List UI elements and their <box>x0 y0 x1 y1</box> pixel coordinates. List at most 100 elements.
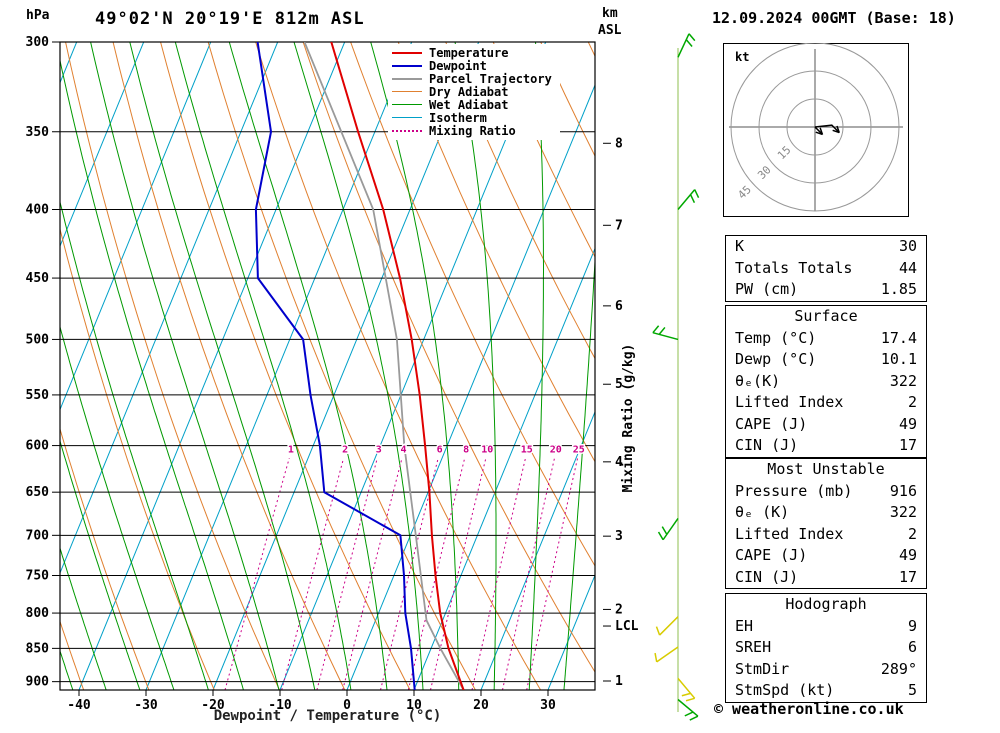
wet-adiabat-lines <box>60 42 595 690</box>
legend-item-label: Wet Adiabat <box>429 97 509 112</box>
wind-barb <box>677 698 699 721</box>
legend-item: Wet Adiabat <box>392 97 552 112</box>
table-row-value: 17 <box>898 436 917 454</box>
svg-text:25: 25 <box>573 444 585 455</box>
legend-item: Dry Adiabat <box>392 84 552 99</box>
legend-line-sample <box>392 129 422 132</box>
hodograph-ring <box>758 70 872 184</box>
table-row-label: CIN (J) <box>735 436 799 454</box>
table-row: θₑ(K) 322 <box>726 371 926 393</box>
svg-text:-30: -30 <box>134 698 158 713</box>
table-title: Hodograph <box>785 595 867 613</box>
table-row-label: Temp (°C) <box>735 328 817 347</box>
hodograph-border <box>723 43 909 217</box>
table-row-value: 6 <box>907 638 917 656</box>
svg-text:300: 300 <box>26 35 50 50</box>
hodograph-ring <box>786 98 844 156</box>
hodograph-ring <box>730 43 900 212</box>
table-row-label: K <box>735 237 745 255</box>
legend-line-sample <box>392 77 422 80</box>
legend-item-label: Dry Adiabat <box>429 84 509 99</box>
svg-text:20: 20 <box>473 698 489 713</box>
table-row-label: Pressure (mb) <box>735 481 853 500</box>
svg-text:-10: -10 <box>268 698 292 713</box>
svg-text:4: 4 <box>615 455 623 470</box>
table-row-value: 17 <box>898 567 917 586</box>
table-row-label: CIN (J) <box>735 567 799 586</box>
wind-barb <box>677 33 696 58</box>
table-row: Lifted Index 2 <box>726 392 926 414</box>
table-row: Temp (°C) 17.4 <box>726 328 926 350</box>
wind-barb <box>655 616 679 636</box>
wind-barb <box>677 677 696 702</box>
wind-barb <box>677 189 700 210</box>
legend-item: Dewpoint <box>392 59 552 73</box>
hodograph-unit-label: kt <box>735 50 749 64</box>
pressure-axis-unit: hPa <box>26 8 50 23</box>
wind-barb-column <box>652 33 700 721</box>
svg-text:30: 30 <box>540 698 556 713</box>
table-row-label: EH <box>735 616 754 635</box>
legend-item-label: Parcel Trajectory <box>429 71 552 86</box>
table-row-value: 49 <box>898 546 917 564</box>
table-row-value: 322 <box>889 503 917 521</box>
svg-text:20: 20 <box>550 444 562 455</box>
svg-text:6: 6 <box>437 444 443 455</box>
temperature-curve <box>330 42 465 690</box>
legend-line-sample <box>392 51 422 54</box>
skewt-chart: 1 2 3 4 6 8 10 15 20 2530035040045050055060065070… <box>26 33 700 721</box>
legend-line-sample <box>392 64 422 67</box>
table-row-label: StmSpd (kt) <box>735 681 835 699</box>
svg-text:0: 0 <box>343 698 351 713</box>
table-row-label: CAPE (J) <box>735 414 808 433</box>
stats-table-indices: K 30 Totals Totals 44 PW (cm) 1.85 <box>725 235 927 302</box>
table-row-label: θₑ (K) <box>735 503 790 521</box>
table-row-value: 30 <box>898 237 917 255</box>
table-row: θₑ (K) 322 <box>726 502 926 524</box>
svg-text:750: 750 <box>26 568 50 583</box>
svg-text:4: 4 <box>400 444 406 455</box>
stats-table-surface: Surface Temp (°C) 17.4 Dewp (°C) 10.1 θₑ(K) 32… <box>725 305 927 458</box>
svg-text:900: 900 <box>26 675 50 690</box>
legend-line-sample <box>392 117 422 118</box>
x-axis-title: Dewpoint / Temperature (°C) <box>213 708 442 724</box>
svg-text:10: 10 <box>406 698 422 713</box>
table-row: SREH 6 <box>726 637 926 659</box>
table-row: CIN (J) 17 <box>726 435 926 457</box>
hodograph-trace <box>814 124 840 136</box>
height-axis-unit-asl: ASL <box>598 23 622 38</box>
svg-text:1: 1 <box>615 674 623 689</box>
svg-text:700: 700 <box>26 528 50 543</box>
svg-text:15: 15 <box>521 444 533 455</box>
background-gridlines <box>60 42 595 690</box>
table-row-label: CAPE (J) <box>735 546 808 564</box>
legend-item: Temperature <box>392 46 552 60</box>
table-row-label: Lifted Index <box>735 524 844 543</box>
svg-text:5: 5 <box>615 377 623 392</box>
svg-text:1: 1 <box>288 444 294 455</box>
svg-text:-40: -40 <box>67 698 91 713</box>
table-row-value: 289° <box>880 659 917 678</box>
table-row-value: 322 <box>889 371 917 390</box>
legend-item: Mixing Ratio <box>392 124 552 138</box>
wind-barb <box>654 646 679 663</box>
table-row-label: SREH <box>735 638 772 656</box>
table-row: EH 9 <box>726 616 926 638</box>
svg-text:3: 3 <box>615 529 623 544</box>
table-row: CIN (J) 17 <box>726 567 926 589</box>
table-row-label: PW (cm) <box>735 280 799 298</box>
legend-item: Parcel Trajectory <box>392 71 552 86</box>
svg-text:3: 3 <box>376 444 382 455</box>
wind-barb <box>652 325 679 341</box>
wind-barb <box>657 518 679 541</box>
svg-text:7: 7 <box>615 218 623 233</box>
table-row-value: 9 <box>907 616 917 635</box>
svg-text:2: 2 <box>615 602 623 617</box>
dewpoint-curve <box>254 42 416 690</box>
table-row: PW (cm) 1.85 <box>726 279 926 301</box>
run-date-label: 12.09.2024 00GMT (Base: 18) <box>712 9 956 27</box>
svg-text:-20: -20 <box>201 698 225 713</box>
table-row-label: Lifted Index <box>735 393 844 411</box>
table-row: StmDir 289° <box>726 659 926 681</box>
